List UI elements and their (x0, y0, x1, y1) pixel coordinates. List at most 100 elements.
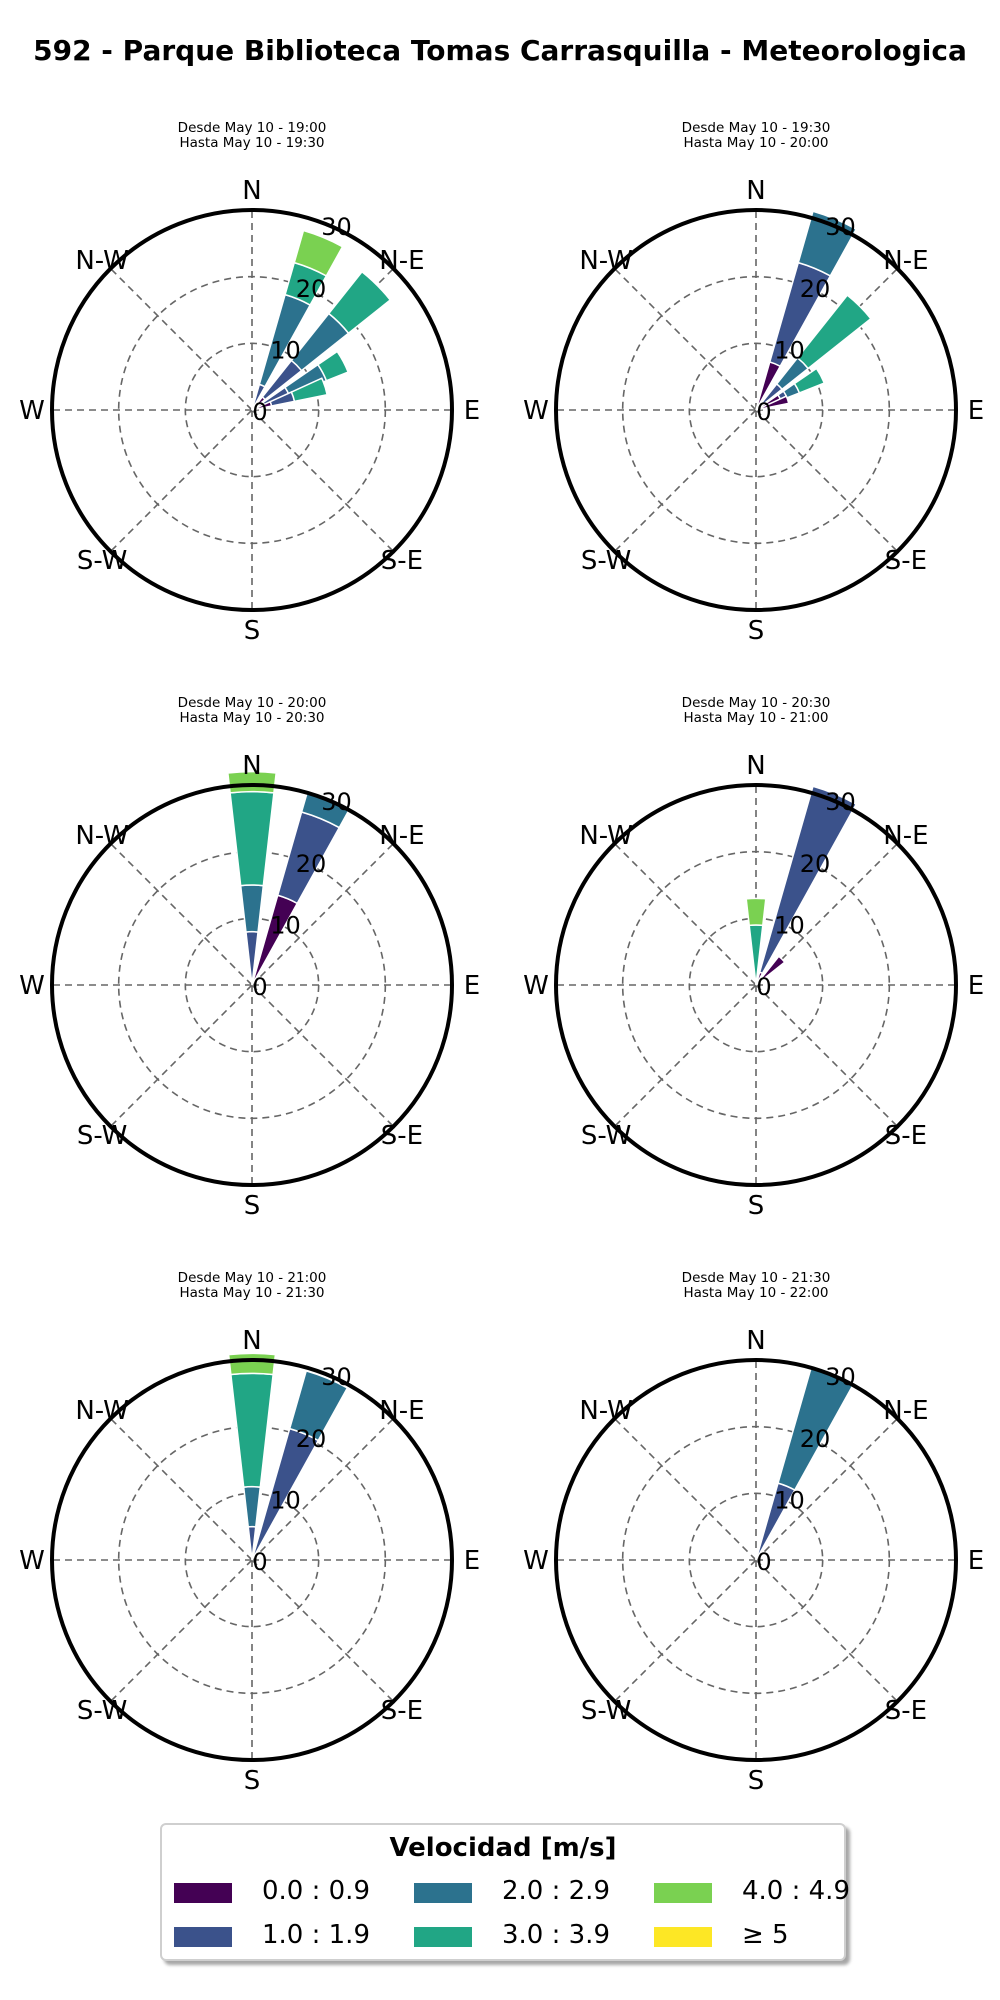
direction-label: E (968, 1546, 984, 1576)
direction-label: N (242, 176, 261, 206)
windrose-bar-segment (239, 884, 265, 933)
radial-tick-label: 20 (800, 1425, 831, 1453)
windrose-bar-segment (755, 955, 786, 986)
radial-tick-label: 30 (321, 213, 352, 241)
direction-label: S-W (581, 1696, 632, 1726)
direction-label: N-W (579, 821, 633, 851)
legend: Velocidad [m/s] 0.0 : 0.9 1.0 : 1.9 2.0 … (160, 1823, 850, 1961)
direction-label: S-W (77, 1696, 128, 1726)
direction-label: N (746, 176, 765, 206)
direction-label: N-W (579, 246, 633, 276)
radial-tick-label: 0 (252, 973, 267, 1001)
direction-label: W (19, 971, 45, 1001)
direction-label: S (748, 616, 765, 646)
outer-ring (50, 1358, 454, 1762)
direction-label: N-W (75, 246, 129, 276)
windrose-bar-segment (327, 270, 392, 335)
radial-tick-label: 10 (270, 336, 301, 364)
windrose-bar-segment (227, 770, 277, 794)
grid-spoke (614, 843, 757, 986)
grid-spoke (110, 268, 253, 411)
windrose-bar-segment (242, 1485, 262, 1528)
windrose-bar-segment (230, 1372, 274, 1488)
direction-label: S-E (381, 546, 423, 576)
direction-label: N (242, 751, 261, 781)
direction-label: S-W (77, 1121, 128, 1151)
panel-subtitle-from: Desde May 10 - 19:30 (682, 120, 831, 136)
direction-label: S-W (77, 546, 128, 576)
page-title: 592 - Parque Biblioteca Tomas Carrasquil… (33, 34, 967, 67)
radial-tick-label: 20 (800, 850, 831, 878)
panel-subtitle-from: Desde May 10 - 20:30 (682, 695, 831, 711)
panel-subtitle-from: Desde May 10 - 20:00 (178, 695, 327, 711)
direction-label: S-E (885, 546, 927, 576)
legend-swatch (654, 1883, 712, 1903)
direction-label: N-E (379, 821, 424, 851)
direction-label: S (244, 1191, 261, 1221)
grid-spoke (614, 1418, 757, 1561)
direction-label: N-W (579, 1396, 633, 1426)
direction-label: N (746, 751, 765, 781)
grid-spoke (755, 843, 898, 986)
legend-label: 0.0 : 0.9 (262, 1876, 370, 1906)
grid-spoke (614, 409, 757, 552)
radial-tick-label: 20 (296, 850, 327, 878)
radial-tick-label: 0 (756, 1548, 771, 1576)
windrose-bar-segment (796, 294, 872, 370)
grid-spoke (251, 984, 394, 1127)
radial-tick-label: 30 (321, 788, 352, 816)
direction-label: N-W (75, 1396, 129, 1426)
radial-tick-label: 20 (296, 1425, 327, 1453)
panel-subtitle-from: Desde May 10 - 21:30 (682, 1270, 831, 1286)
radial-tick-label: 0 (252, 398, 267, 426)
grid-spoke (110, 1559, 253, 1702)
radial-tick-label: 30 (825, 788, 856, 816)
legend-swatch (414, 1927, 472, 1947)
windrose-bar-segment (227, 1352, 277, 1376)
direction-label: E (464, 1546, 480, 1576)
grid-spoke (614, 1559, 757, 1702)
legend-swatch (414, 1883, 472, 1903)
legend-swatch (654, 1927, 712, 1947)
windrose-bar-segment (745, 897, 767, 927)
radial-tick-label: 10 (774, 1486, 805, 1514)
grid-spoke (110, 1418, 253, 1561)
radial-tick-label: 30 (825, 213, 856, 241)
windrose-bar-segment (755, 395, 790, 411)
grid-spoke (755, 409, 898, 552)
direction-label: N-E (883, 246, 928, 276)
outer-ring (554, 208, 958, 612)
direction-label: E (464, 971, 480, 1001)
radial-tick-label: 20 (296, 275, 327, 303)
panel-subtitle-to: Hasta May 10 - 21:30 (179, 1285, 324, 1301)
legend-label: 4.0 : 4.9 (742, 1876, 850, 1906)
windrose-bar-segment (229, 790, 275, 887)
legend-label: 1.0 : 1.9 (262, 1920, 370, 1950)
direction-label: S (748, 1766, 765, 1796)
windrose-bar-segment (316, 350, 350, 382)
grid-spoke (110, 984, 253, 1127)
direction-label: E (968, 971, 984, 1001)
grid-spoke (110, 409, 253, 552)
windrose-bar-segment (250, 402, 254, 411)
grid-spoke (251, 409, 394, 552)
outer-ring (50, 208, 454, 612)
grid-spoke (251, 1418, 394, 1561)
grid-spoke (755, 1559, 898, 1702)
panel-subtitle-to: Hasta May 10 - 22:00 (683, 1285, 828, 1301)
direction-label: W (523, 1546, 549, 1576)
grid-spoke (251, 843, 394, 986)
panel-subtitle-to: Hasta May 10 - 20:00 (683, 135, 828, 151)
direction-label: W (523, 396, 549, 426)
radial-tick-label: 10 (774, 336, 805, 364)
direction-label: N-E (379, 246, 424, 276)
panel-subtitle-to: Hasta May 10 - 20:30 (179, 710, 324, 726)
direction-label: N (746, 1326, 765, 1356)
direction-label: W (523, 971, 549, 1001)
grid-spoke (614, 984, 757, 1127)
